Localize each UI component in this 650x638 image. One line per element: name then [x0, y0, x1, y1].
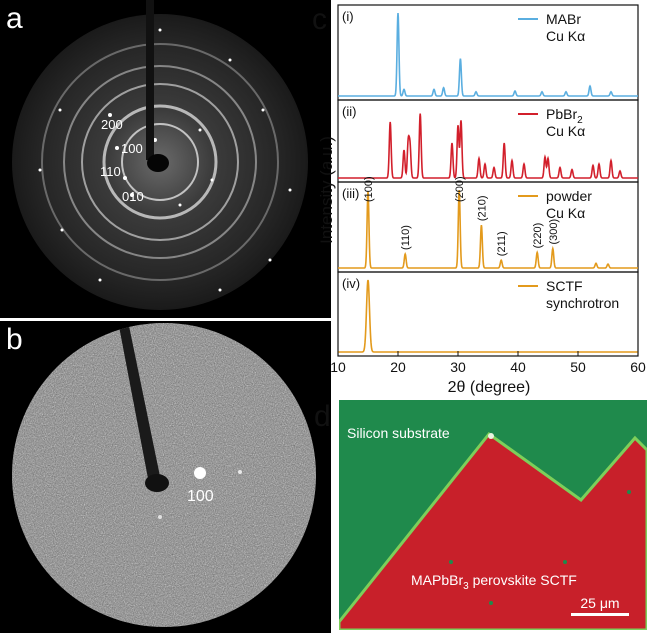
panel-c-xrd-chart: c (i) MABr Cu Kα (ii) PbBr2 Cu Kα (iii) powder C… [302, 0, 650, 400]
hkl-label: (210) [476, 195, 488, 221]
legend-label: MABr [546, 11, 581, 27]
diffraction-ring [63, 65, 257, 259]
diffraction-ring [41, 43, 279, 281]
xrd-panel-frame [337, 271, 639, 357]
xrd-pattern-line [338, 279, 638, 353]
panel-letter-d: d [314, 400, 331, 433]
beam-stopper [146, 0, 154, 160]
diffraction-pattern-a: 200 100 110 010 [12, 0, 308, 310]
xrd-panel-frame [337, 4, 639, 101]
micrograph-image: Silicon substrate MAPbBr3 perovskite SCT… [339, 400, 647, 630]
x-axis-label: 2θ (degree) [448, 379, 531, 396]
hkl-label: (200) [454, 176, 466, 202]
x-tick-label: 10 [330, 359, 346, 375]
x-tick-label: 30 [450, 359, 466, 375]
spot-label-100: 100 [121, 141, 143, 156]
xrd-panel-label: (iv) [342, 276, 360, 291]
panel-b-diffraction-image: 100 b [0, 321, 331, 633]
panel-a-diffraction-image: 200 100 110 010 a [0, 0, 331, 318]
xrd-panel-label: (ii) [342, 104, 356, 119]
x-tick-label: 50 [570, 359, 586, 375]
spot-label-110: 110 [100, 164, 121, 179]
hkl-label: (100) [363, 176, 375, 202]
diffraction-ring [81, 83, 239, 241]
beam-stopper-tip [147, 154, 169, 172]
xrd-panel-frame [337, 99, 639, 183]
legend-label: Cu Kα [546, 123, 585, 139]
panel-letter-c: c [312, 3, 327, 36]
xrd-panel-label: (iii) [342, 186, 359, 201]
xrd-pattern-line [338, 12, 638, 97]
legend-label: Cu Kα [546, 205, 585, 221]
diffraction-spot [194, 467, 206, 479]
noise-texture [12, 323, 316, 627]
legend-label: powder [546, 188, 592, 204]
legend-label: PbBr2 [546, 106, 583, 126]
beam-stopper-tip [145, 474, 169, 492]
legend-label: Cu Kα [546, 28, 585, 44]
y-axis-label: Intensity (a.u.) [317, 136, 336, 244]
hkl-label: (220) [532, 223, 544, 249]
legend-label: synchrotron [546, 295, 619, 311]
scale-bar [571, 613, 629, 616]
beam-stopper [118, 323, 162, 489]
hkl-label: (300) [548, 219, 560, 245]
diffraction-pattern-b: 100 [12, 323, 316, 627]
hkl-label: (110) [400, 225, 412, 250]
diffraction-ring [121, 123, 199, 201]
hkl-label: (211) [496, 231, 508, 256]
x-tick-label: 60 [630, 359, 646, 375]
spot-label-200: 200 [101, 117, 123, 132]
diffraction-spots [38, 28, 292, 292]
spot-label-100: 100 [187, 488, 214, 505]
panel-d-micrograph: Silicon substrate MAPbBr3 perovskite SCT… [339, 400, 647, 630]
xrd-pattern-line [338, 189, 638, 269]
silicon-substrate-label: Silicon substrate [347, 425, 450, 441]
xrd-pattern-line [338, 113, 638, 179]
xrd-panel-label: (i) [342, 9, 354, 24]
panel-letter-b: b [6, 323, 23, 356]
x-tick-label: 40 [510, 359, 526, 375]
spot-label-010: 010 [122, 189, 144, 204]
x-tick-label: 20 [390, 359, 406, 375]
scale-bar-label: 25 μm [580, 595, 619, 611]
legend-label: SCTF [546, 278, 583, 294]
panel-letter-a: a [6, 2, 23, 35]
diffraction-ring [102, 104, 218, 220]
perovskite-film-region [339, 431, 647, 630]
film-label: MAPbBr3 perovskite SCTF [411, 572, 577, 592]
